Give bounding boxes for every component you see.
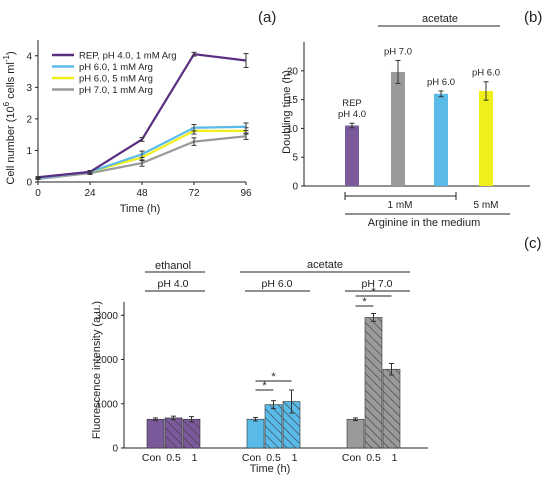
panel-b-letter: (b) [524,9,542,26]
panel-c-bar-hatch [165,417,182,448]
panel-b-bar-label: pH 4.0 [338,109,366,120]
panel-b-ytick-label: 20 [287,66,299,77]
panel-b-bar [434,93,448,186]
panel-c-xtick-label: 0.5 [366,452,381,464]
panel-a-ylabel-tail: cells ml [5,62,17,102]
panel-b-bar-label: REP [342,98,362,109]
panel-c-xtick-label: Con [242,452,261,464]
panel-b-5mm-label: 5 mM [474,200,499,211]
panel-c-ytick-label: 2000 [96,355,119,366]
panel-c-ph6-label: pH 6.0 [262,278,293,290]
panel-c-sig-star: * [362,296,367,308]
panel-b-ytick-label: 10 [287,124,299,135]
panel-c-xtick-label: Con [142,452,161,464]
panel-c-xlabel: Time (h) [250,463,291,475]
panel-c-ph7-label: pH 7.0 [362,278,393,290]
panel-c-bar [346,418,365,449]
panel-c-ytick-label: 3000 [96,311,119,322]
panel-c-xtick-label: 1 [392,452,398,464]
panel-c-ytick-label: 0 [112,444,118,455]
panel-a-ytick-label: 1 [26,146,32,157]
panel-a-xtick-label: 72 [188,188,200,199]
panel-b-bar [345,125,359,186]
panel-b-ytick-label: 15 [287,95,299,106]
panel-a-ytick-label: 4 [26,51,32,62]
panel-a-legend-label: pH 7.0, 1 mM Arg [79,85,153,96]
panel-b-bar [479,90,493,186]
panel-c-xtick-label: Con [342,452,361,464]
panel-a-ytick-label: 2 [26,114,32,125]
panel-c-bar [246,418,265,449]
panel-c-ylabel: Fluorescence intensity (a.u.) [91,301,103,439]
panel-a-ytick-label: 0 [26,178,32,189]
panel-b-bar-chart: Doubling time (h) acetate 1 mM 5 mM Argi… [281,13,530,229]
panel-c-xtick-label: 0.5 [266,452,281,464]
panel-b-bar [391,71,405,186]
panel-a-ylabel-main: Cell number (10 [5,106,17,184]
panel-c-bar-hatch [265,404,282,448]
panel-a-xtick-label: 96 [240,188,252,199]
panel-c-bar-hatch [383,369,400,448]
panel-c-ethanol-label: ethanol [155,260,191,272]
panel-b-bar-label: pH 7.0 [384,46,412,57]
panel-a-xtick-label: 48 [136,188,148,199]
panel-b-ytick-label: 0 [292,182,298,193]
panel-c-bar [146,418,165,449]
panel-a-xtick-label: 0 [35,188,41,199]
panel-a-ylabel: Cell number (106 cells ml-1) [2,51,17,184]
panel-c-sig-star: * [271,371,276,383]
panel-c-bar-hatch [183,419,200,448]
panel-c-xtick-label: 0.5 [166,452,181,464]
panel-b-bar-label: pH 6.0 [472,68,500,79]
panel-a-legend-label: REP, pH 4.0, 1 mM Arg [79,51,177,62]
panel-a-ylabel-sup: 6 [2,101,11,106]
panel-a-legend-label: pH 6.0, 5 mM Arg [79,74,153,85]
panel-c-ph4-label: pH 4.0 [158,278,189,290]
panel-c-letter: (c) [524,235,542,252]
panel-b-ytick-label: 5 [292,153,298,164]
panel-c-bar-hatch [365,317,382,448]
panel-b-ylabel: Doubling time (h) [281,70,293,154]
panel-c-xtick-label: 1 [192,452,198,464]
panel-b-bar-label: pH 6.0 [427,77,455,88]
panel-a-ytick-label: 3 [26,83,32,94]
panel-a-xlabel: Time (h) [120,203,161,215]
panel-a-xtick-label: 24 [84,188,96,199]
panel-a-legend-label: pH 6.0, 1 mM Arg [79,62,153,73]
panel-c-bar-chart: Fluorescence intensity (a.u.) Time (h) e… [91,259,428,475]
panel-b-arginine-label: Arginine in the medium [368,217,481,229]
panel-a-line-chart: Cell number (106 cells ml-1) Time (h) 0 1… [2,40,252,215]
panel-c-sig-star: * [262,380,267,392]
panel-a-ylabel-end: ) [5,51,17,55]
panel-c-xtick-label: 1 [292,452,298,464]
panel-c-bar-hatch [283,401,300,448]
panel-c-acetate-label: acetate [307,259,343,271]
panel-a-letter: (a) [258,9,276,26]
panel-b-acetate-label: acetate [422,13,458,25]
panel-c-sig-star: * [371,286,376,298]
panel-c-ytick-label: 1000 [96,399,119,410]
panel-b-1mm-label: 1 mM [388,200,413,211]
panel-a-ylabel-sup2: -1 [2,55,11,63]
